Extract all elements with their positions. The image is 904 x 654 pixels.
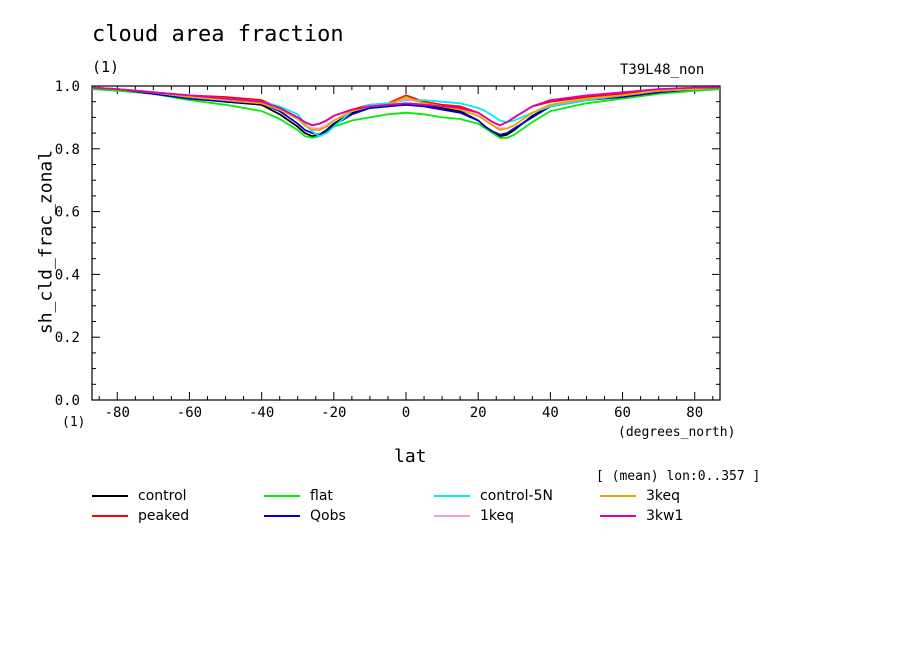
y-tick-label: 0.8 [55,142,80,158]
legend-item-Qobs: Qobs [264,507,346,525]
legend-item-control-5N: control-5N [434,487,553,505]
y-tick-label: 0.2 [55,330,80,346]
legend-item-1keq: 1keq [434,507,514,525]
x-tick-label: -40 [249,405,274,421]
legend-swatch [600,495,636,497]
legend-label: control-5N [480,488,553,504]
series-line-flat [91,88,721,139]
legend-swatch [264,515,300,517]
x-units-label: (degrees_north) [618,425,736,440]
plot-frame [91,85,721,401]
legend-item-control: control [92,487,187,505]
y-tick-label: 0.6 [55,205,80,221]
model-name-label: T39L48_non [620,62,705,78]
series-line-3keq [91,86,721,131]
x-tick-label: 20 [470,405,487,421]
mean-note: [ (mean) lon:0..357 ] [596,469,761,484]
x-tick-label: 40 [542,405,559,421]
legend-label: peaked [138,508,190,524]
y-units-label: (1) [92,58,120,76]
series-line-3kw1 [91,86,720,127]
legend-swatch [434,515,470,517]
x-tick-label: -80 [105,405,130,421]
x-axis-label: lat [394,446,427,467]
legend-swatch [600,515,636,517]
legend-item-flat: flat [264,487,333,505]
y-tick-label: 0.4 [55,267,80,283]
x-tick-label: -20 [321,405,346,421]
x-tick-label: 60 [614,405,631,421]
legend-label: 3kw1 [646,508,684,524]
legend-label: flat [310,488,333,504]
legend-item-3kw1: 3kw1 [600,507,683,525]
legend-label: control [138,488,187,504]
legend-swatch [92,495,128,497]
legend-label: Qobs [310,508,346,524]
chart-title: cloud area fraction [92,22,344,47]
legend-label: 1keq [480,508,515,524]
y-tick-label: 1.0 [55,79,80,95]
y-tick-label: 0.0 [55,393,80,409]
legend-item-3keq: 3keq [600,487,680,505]
x-tick-label: 80 [686,405,703,421]
legend-item-peaked: peaked [92,507,189,525]
legend-swatch [92,515,128,517]
legend-swatch [434,495,470,497]
x-tick-label: 0 [402,405,410,421]
legend-label: 3keq [646,488,681,504]
x-tick-label: -60 [177,405,202,421]
legend-swatch [264,495,300,497]
bottom-units-label: (1) [62,415,86,430]
